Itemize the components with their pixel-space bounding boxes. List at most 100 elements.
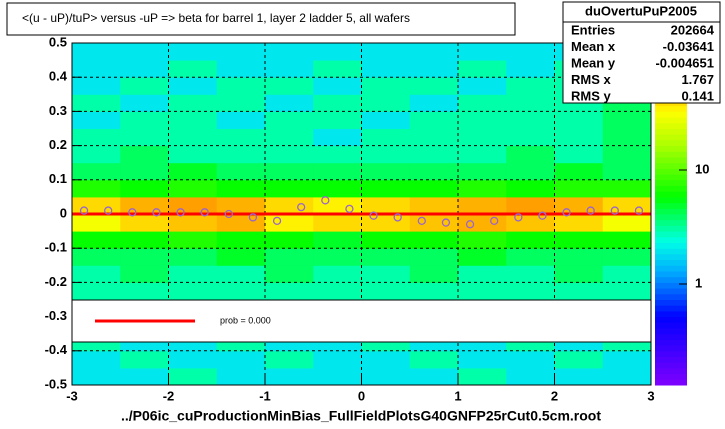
heat-cell — [265, 77, 314, 95]
colorbar-step — [655, 373, 687, 380]
heat-cell — [313, 265, 362, 283]
stats-value: 0.141 — [681, 88, 714, 103]
heat-cell — [216, 248, 266, 266]
colorbar-step — [655, 196, 687, 204]
colorbar-step — [655, 305, 687, 312]
profile-point — [152, 208, 161, 217]
profile-point — [441, 218, 451, 227]
heat-cell — [216, 214, 266, 232]
heat-cell — [554, 367, 604, 386]
heat-cell — [313, 196, 362, 215]
heat-cell — [265, 214, 314, 232]
heat-cell — [168, 162, 218, 181]
profile-point — [538, 211, 547, 220]
colorbar-step — [655, 231, 687, 238]
heat-cell — [120, 145, 169, 164]
profile-point — [634, 206, 644, 215]
heat-cell — [554, 111, 604, 129]
heat-cell — [168, 248, 218, 266]
heat-cell — [506, 265, 555, 283]
heat-cell — [409, 145, 459, 164]
profile-point — [321, 196, 330, 205]
profile-point — [248, 213, 258, 222]
heat-cell — [361, 265, 411, 283]
z-tick-label: 1 — [695, 275, 702, 290]
heat-cell — [120, 214, 169, 232]
colorbar-step — [655, 379, 687, 386]
y-tick-label: -0.4 — [45, 342, 68, 357]
heat-cell — [409, 350, 459, 369]
colorbar-step — [655, 356, 687, 363]
colorbar-step — [655, 259, 687, 266]
heat-cell — [313, 162, 362, 181]
heat-cell — [506, 162, 555, 181]
heat-cell — [554, 265, 604, 283]
legend-label: prob = 0.000 — [220, 315, 271, 325]
heat-cell — [458, 196, 507, 215]
profile-point — [104, 206, 113, 215]
heat-cell — [313, 367, 362, 386]
heat-cell — [265, 162, 314, 181]
heat-cell — [458, 94, 507, 112]
heat-cell — [265, 248, 314, 266]
heat-cell — [168, 179, 218, 198]
heat-cell — [265, 43, 314, 61]
heat-cell — [120, 60, 169, 78]
colorbar-step — [655, 179, 687, 186]
stats-label: RMS y — [571, 88, 612, 103]
colorbar-step — [655, 105, 687, 112]
heat-cell — [554, 248, 604, 266]
profile-point — [345, 204, 354, 214]
colorbar-step — [655, 225, 687, 232]
heat-cell — [313, 94, 362, 112]
heat-cell — [120, 350, 169, 369]
colorbar-step — [655, 168, 687, 175]
heat-cell — [506, 214, 555, 232]
heat-cell — [216, 60, 266, 78]
heat-cell — [72, 60, 121, 78]
profile-point — [369, 211, 378, 220]
heat-cell — [506, 77, 555, 95]
colorbar-step — [655, 345, 687, 352]
x-tick-label: -3 — [66, 388, 78, 403]
colorbar-step — [655, 208, 687, 215]
heat-cell — [361, 60, 411, 78]
z-tick-label: 10 — [695, 161, 709, 176]
heat-cell — [602, 179, 652, 198]
heat-cell — [602, 231, 652, 249]
heat-cell — [72, 94, 121, 112]
heat-cell — [361, 145, 411, 164]
heat-cell — [120, 367, 169, 386]
heat-cell — [265, 282, 314, 300]
heat-cell — [458, 248, 507, 266]
heat-cell — [602, 248, 652, 266]
heat-cell — [409, 162, 459, 181]
colorbar-step — [655, 316, 687, 323]
heat-cell — [458, 367, 507, 386]
heat-cell — [120, 77, 169, 95]
heat-cell — [409, 111, 459, 129]
heat-cell — [265, 145, 314, 164]
stats-label: Entries — [571, 22, 615, 37]
heat-cell — [554, 282, 604, 300]
heat-cell — [265, 179, 314, 198]
stats-frame — [562, 1, 721, 104]
heat-cell — [216, 196, 266, 215]
heat-cell — [409, 179, 459, 198]
heat-cell — [168, 350, 218, 369]
y-tick-label: 0.3 — [49, 103, 67, 118]
colorbar-step — [655, 299, 687, 306]
heat-cell — [72, 282, 121, 300]
heat-cell — [313, 214, 362, 232]
heat-cell — [72, 196, 121, 215]
heat-cell — [313, 43, 362, 61]
colorbar-step — [655, 333, 687, 340]
heat-cell — [265, 111, 314, 129]
x-tick-label: 3 — [647, 388, 654, 403]
stats-value: -0.03641 — [663, 39, 714, 54]
heat-cell — [458, 179, 507, 198]
heat-cell — [72, 77, 121, 95]
heat-cell — [361, 179, 411, 198]
y-tick-label: -0.2 — [45, 274, 67, 289]
heat-cell — [458, 162, 507, 181]
